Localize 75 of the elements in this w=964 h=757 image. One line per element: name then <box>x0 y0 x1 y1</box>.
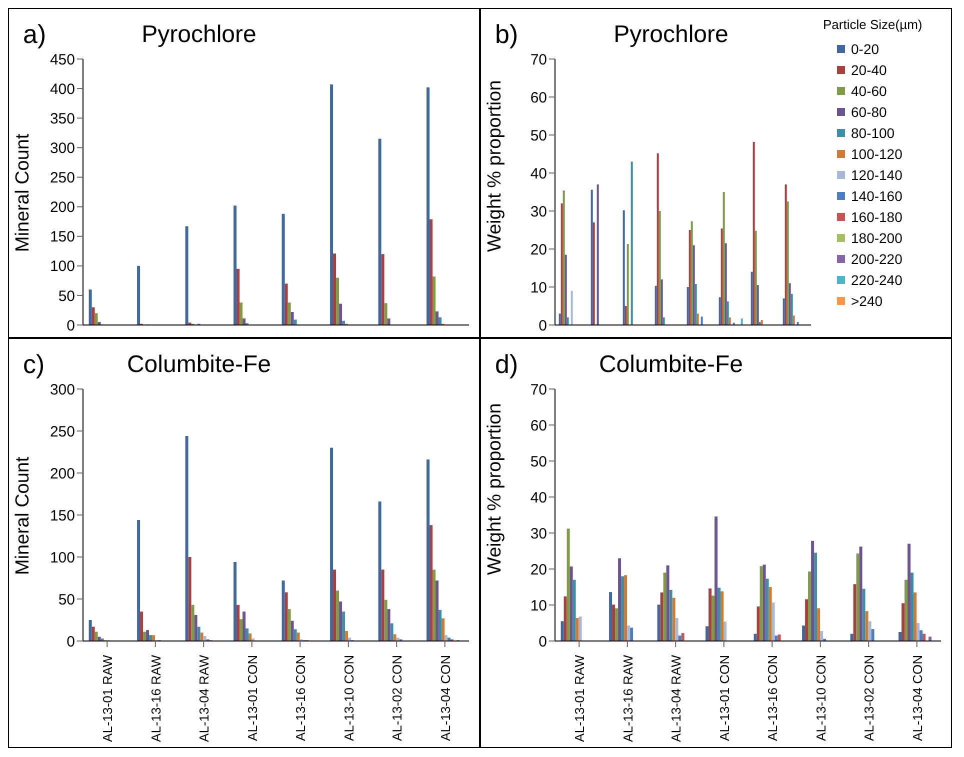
legend-label: 180-200 <box>851 230 902 246</box>
text: d) <box>495 349 518 380</box>
x-tick-label: AL-13-16 CON <box>765 655 780 741</box>
chart-title: Columbite-Fe <box>598 351 744 378</box>
x-tick-label: AL-13-01 CON <box>244 655 260 741</box>
y-tick-label: 350 <box>50 110 75 128</box>
y-tick-label: 70 <box>530 51 547 68</box>
y-tick-label: 100 <box>50 258 75 276</box>
y-tick-label: 70 <box>530 381 547 398</box>
x-tick-label: AL-13-16 CON <box>293 655 308 741</box>
legend-label: 140-160 <box>851 188 902 204</box>
y-tick-label: 100 <box>50 549 75 566</box>
y-tick-label: 50 <box>58 591 75 608</box>
y-tick-label: 40 <box>530 165 547 182</box>
x-tick-label: AL-13-01 RAW <box>572 654 588 742</box>
y-tick-label: 0 <box>66 633 75 650</box>
y-tick-label: 200 <box>50 199 75 216</box>
x-tick-label: AL-13-04 CON <box>438 655 453 741</box>
y-tick-label: 20 <box>530 241 547 258</box>
y-tick-label: 0 <box>538 633 547 650</box>
legend-label: 40-60 <box>851 82 887 98</box>
y-axis-title: Mineral Count <box>12 133 34 252</box>
y-tick-label: 450 <box>50 51 75 68</box>
y-tick-label: 200 <box>50 465 75 482</box>
legend-label: 20-40 <box>851 62 887 78</box>
y-tick-label: 50 <box>530 453 547 470</box>
legend-label: 120-140 <box>851 166 902 182</box>
y-tick-label: 30 <box>530 525 547 542</box>
legend-label: 200-220 <box>851 250 902 266</box>
y-tick-label: 150 <box>50 507 75 524</box>
y-tick-label: 50 <box>530 127 547 144</box>
y-tick-label: 300 <box>50 381 75 398</box>
x-tick-label: AL-13-16 RAW <box>148 654 164 742</box>
x-tick-label: AL-13-10 CON <box>341 655 356 741</box>
y-tick-label: 0 <box>66 317 75 334</box>
x-tick-label: AL-13-02 CON <box>390 655 405 741</box>
y-tick-label: 300 <box>50 140 75 157</box>
y-tick-label: 0 <box>538 317 547 334</box>
y-axis-title: Mineral Count <box>12 456 34 575</box>
legend-label: 160-180 <box>851 208 902 224</box>
y-tick-label: 10 <box>530 597 547 614</box>
legend-title: Particle Size(µm) <box>823 17 924 32</box>
y-axis-title: Weight % proportion <box>484 80 506 252</box>
chart-title: Pyrochlore <box>614 21 728 48</box>
x-tick-label: AL-13-02 CON <box>862 655 877 741</box>
y-tick-label: 150 <box>50 228 75 246</box>
legend-label: >240 <box>851 292 883 308</box>
x-tick-label: AL-13-04 CON <box>910 655 925 741</box>
chart-title: Pyrochlore <box>142 21 256 48</box>
legend-label: 0-20 <box>851 40 880 56</box>
y-tick-label: 10 <box>530 279 547 296</box>
text: a) <box>23 19 46 50</box>
x-tick-label: AL-13-04 RAW <box>196 654 212 742</box>
text: b) <box>495 19 518 50</box>
chart-title: Columbite-Fe <box>126 351 272 378</box>
y-tick-label: 60 <box>530 417 547 434</box>
y-tick-label: 50 <box>58 288 75 305</box>
x-tick-label: AL-13-01 CON <box>716 655 732 741</box>
legend-label: 220-240 <box>851 272 902 288</box>
y-tick-label: 400 <box>50 80 75 98</box>
y-tick-label: 250 <box>50 170 75 187</box>
x-tick-label: AL-13-16 RAW <box>620 654 636 742</box>
x-tick-label: AL-13-04 RAW <box>668 654 684 742</box>
text: c) <box>23 349 45 380</box>
legend-label: 100-120 <box>851 146 902 162</box>
y-tick-label: 60 <box>530 89 547 106</box>
y-tick-label: 30 <box>530 203 547 220</box>
x-tick-label: AL-13-01 RAW <box>100 654 116 742</box>
y-axis-title: Weight % proportion <box>484 403 506 575</box>
y-tick-label: 250 <box>50 423 75 440</box>
legend-label: 60-80 <box>851 104 887 120</box>
y-tick-label: 20 <box>530 561 547 578</box>
legend-label: 80-100 <box>851 124 895 140</box>
y-tick-label: 40 <box>530 489 547 506</box>
x-tick-label: AL-13-10 CON <box>813 655 828 741</box>
